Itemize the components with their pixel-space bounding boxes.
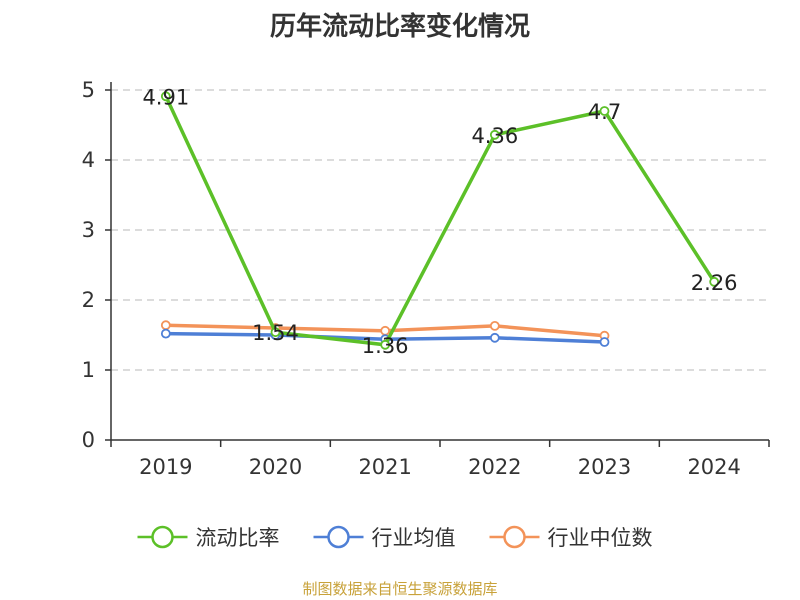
data-label: 4.91 xyxy=(142,85,189,109)
data-label: 2.26 xyxy=(691,271,738,295)
legend: 流动比率 行业均值 行业中位数 xyxy=(137,525,653,550)
data-point xyxy=(160,91,171,102)
data-point xyxy=(160,328,171,339)
legend-item: 流动比率 xyxy=(137,525,280,550)
data-point xyxy=(380,339,391,350)
legend-marker xyxy=(327,525,350,549)
legend-item: 行业均值 xyxy=(313,525,456,550)
y-tick-label: 0 xyxy=(82,428,95,452)
data-label: 4.7 xyxy=(588,100,621,124)
x-tick-label: 2019 xyxy=(139,455,192,479)
data-point xyxy=(709,276,720,287)
legend-marker xyxy=(151,525,174,549)
x-tick-label: 2023 xyxy=(578,455,631,479)
x-tick-label: 2020 xyxy=(249,455,302,479)
legend-label: 行业中位数 xyxy=(548,526,653,550)
y-tick-label: 1 xyxy=(82,358,95,382)
legend-label: 行业均值 xyxy=(372,526,456,550)
series-line xyxy=(164,95,716,347)
x-tick-label: 2021 xyxy=(358,455,411,479)
chart-title: 历年流动比率变化情况 xyxy=(269,12,530,42)
data-label: 4.36 xyxy=(471,124,518,148)
x-tick-label: 2024 xyxy=(687,455,740,479)
y-tick-label: 2 xyxy=(82,288,95,312)
y-tick-label: 5 xyxy=(82,78,95,102)
x-tick-label: 2022 xyxy=(468,455,521,479)
y-tick-label: 3 xyxy=(82,218,95,242)
data-label: 1.36 xyxy=(362,334,409,358)
source-note: 制图数据来自恒生聚源数据库 xyxy=(302,580,498,598)
data-label: 1.54 xyxy=(252,321,299,345)
data-point xyxy=(270,327,281,338)
y-tick-label: 4 xyxy=(82,148,95,172)
data-point xyxy=(489,129,500,140)
legend-marker xyxy=(503,525,526,549)
grid-lines xyxy=(111,89,769,371)
data-point xyxy=(489,332,500,343)
data-point xyxy=(489,320,500,331)
data-point xyxy=(160,320,171,331)
data-labels: 4.91 1.54 1.36 4.36 4.7 2.26 xyxy=(142,85,738,358)
series-layer xyxy=(160,91,720,350)
data-point xyxy=(599,106,610,116)
legend-item: 行业中位数 xyxy=(489,525,653,550)
data-point xyxy=(599,337,610,347)
legend-label: 流动比率 xyxy=(196,526,280,550)
axes: 0 1 2 3 4 5 2019 2020 2021 2022 2023 2024 xyxy=(82,78,770,479)
